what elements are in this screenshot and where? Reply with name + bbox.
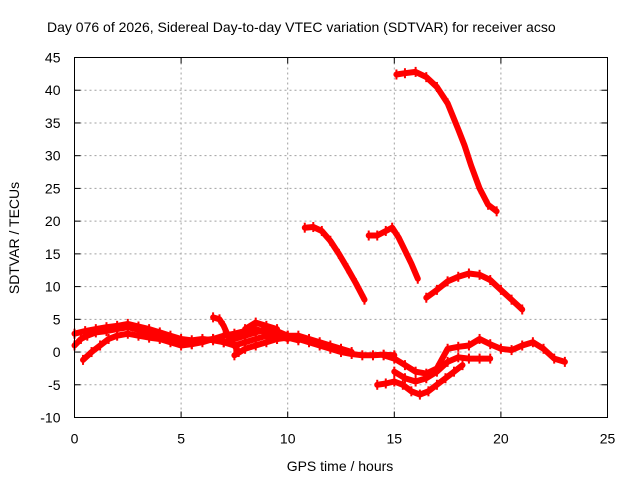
y-tick-label: 35 <box>45 115 61 131</box>
y-tick-label: -10 <box>40 410 60 426</box>
x-tick-label: 15 <box>387 431 403 447</box>
y-tick-label: 5 <box>53 311 61 327</box>
series-line-arc-6 <box>242 319 280 333</box>
series-line-arc-11 <box>380 336 568 377</box>
series-line-arc-8 <box>365 224 421 282</box>
y-tick-label: 10 <box>45 279 61 295</box>
plot-frame <box>74 57 608 418</box>
y-tick-label: 15 <box>45 246 61 262</box>
x-axis-label: GPS time / hours <box>287 458 394 474</box>
y-axis-label: SDTVAR / TECUs <box>6 182 22 294</box>
x-tick-label: 10 <box>280 431 296 447</box>
y-tick-label: 45 <box>45 50 61 66</box>
y-tick-label: 40 <box>45 82 61 98</box>
y-tick-label: 25 <box>45 180 61 196</box>
y-tick-label: -5 <box>48 377 61 393</box>
x-tick-label: 20 <box>493 431 509 447</box>
series-group <box>71 66 568 400</box>
series-line-arc-3 <box>80 330 302 363</box>
series-line-arc-12 <box>391 354 494 385</box>
y-tick-label: 0 <box>53 344 61 360</box>
series-line-arc-10 <box>423 270 526 313</box>
series-line-arc-9 <box>393 68 500 215</box>
x-tick-label: 25 <box>600 431 616 447</box>
y-tick-label: 20 <box>45 213 61 229</box>
grid <box>74 57 608 418</box>
series-line-arc-5 <box>231 332 355 359</box>
x-tick-label: 5 <box>177 431 185 447</box>
y-tick-label: 30 <box>45 148 61 164</box>
series-line-arc-7 <box>301 224 368 303</box>
chart-title: Day 076 of 2026, Sidereal Day-to-day VTE… <box>47 19 556 35</box>
x-tick-label: 0 <box>71 431 79 447</box>
axes: 0 5 10 15 20 25 -10 -5 0 5 10 15 20 25 30 35 40 45 <box>40 50 615 447</box>
